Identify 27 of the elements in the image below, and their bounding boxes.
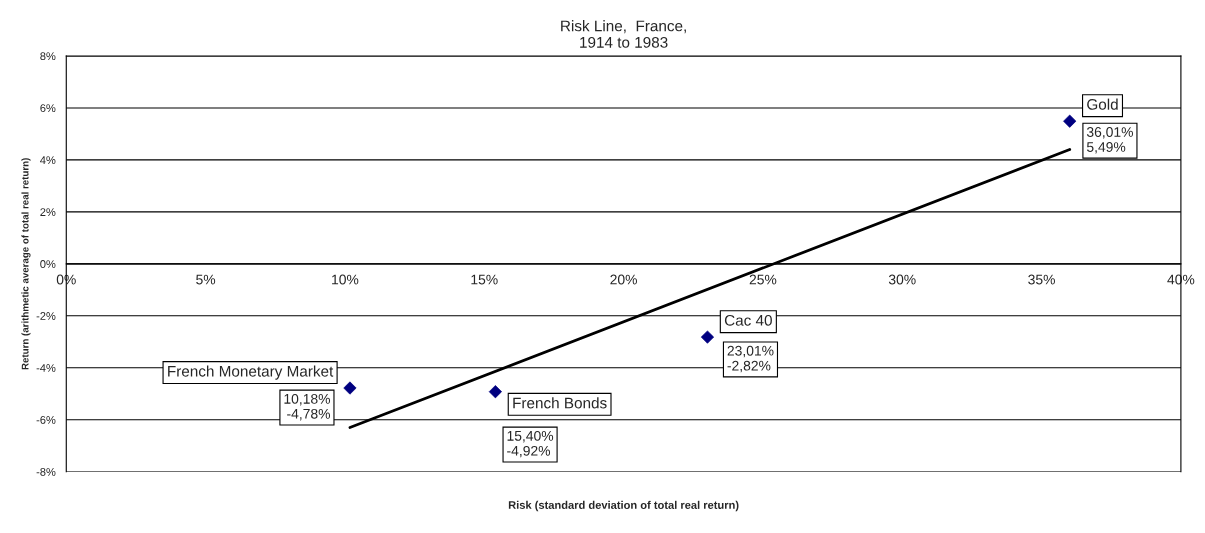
x-tick-label: 35%	[1028, 274, 1055, 285]
chart-title: Risk Line, France, 1914 to 1983	[561, 20, 686, 48]
x-tick-label: 25%	[749, 274, 777, 285]
y-tick-label: 6%	[40, 104, 56, 113]
data-label: 10,18% -4,78%	[284, 393, 331, 421]
data-label: 23,01% -2,82%	[727, 345, 774, 373]
y-tick-label: -6%	[36, 416, 56, 424]
annotation: French Monetary Market	[168, 365, 334, 380]
x-tick-label: 5%	[196, 274, 216, 285]
data-label: 15,40% -4,92%	[507, 430, 554, 458]
annotation: Cac 40	[724, 314, 772, 326]
x-tick-label: 10%	[332, 274, 359, 285]
y-tick-label: 8%	[40, 52, 56, 61]
y-tick-label: -2%	[36, 312, 56, 320]
y-axis-title: Return (arithmetic average of total real return)	[21, 158, 31, 370]
y-tick-label: 2%	[40, 208, 56, 216]
y-tick-label: 4%	[40, 156, 56, 164]
annotation: French Bonds	[513, 397, 607, 409]
annotation: Gold	[1087, 98, 1118, 110]
x-tick-label: 30%	[888, 274, 916, 285]
y-tick-label: 0%	[40, 260, 56, 268]
data-label: 36,01% 5,49%	[1086, 127, 1133, 154]
x-tick-label: 20%	[610, 274, 637, 285]
x-tick-label: 15%	[471, 274, 498, 285]
x-axis-title: Risk (standard deviation of total real return)	[508, 500, 739, 512]
y-tick-label: -4%	[36, 364, 56, 372]
y-tick-label: -8%	[36, 467, 56, 476]
